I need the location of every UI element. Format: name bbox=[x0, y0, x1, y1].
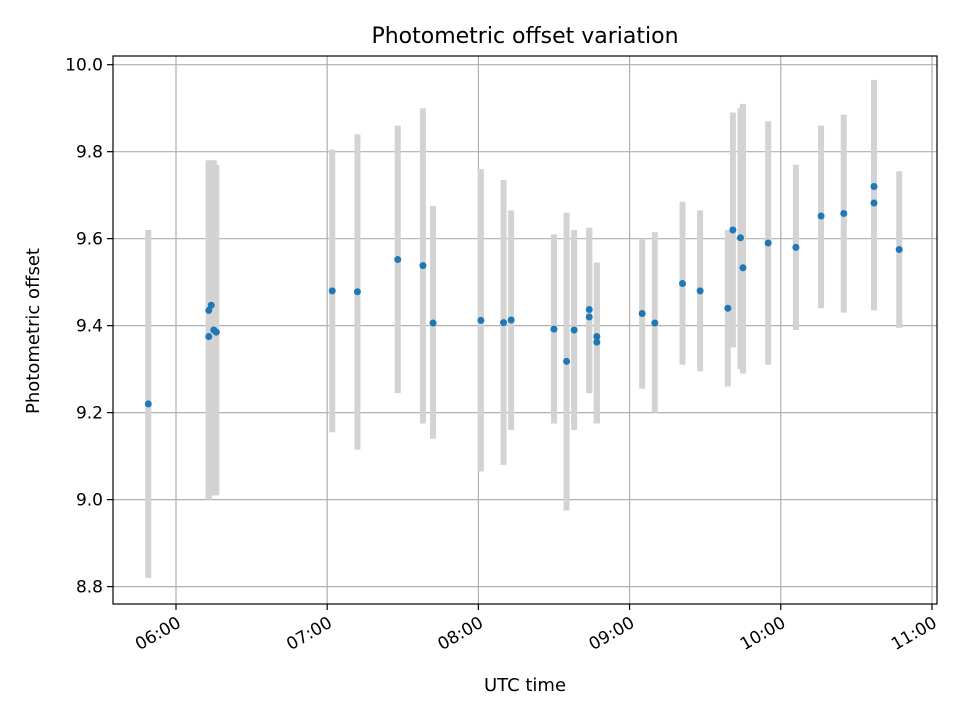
y-tick-label: 8.8 bbox=[76, 578, 103, 598]
data-point bbox=[739, 264, 747, 272]
y-tick-label: 9.2 bbox=[76, 404, 103, 424]
data-point bbox=[870, 182, 878, 190]
data-point bbox=[353, 288, 361, 296]
data-point bbox=[593, 338, 601, 346]
data-point bbox=[550, 325, 558, 333]
data-point bbox=[328, 287, 336, 295]
data-point bbox=[729, 226, 737, 234]
data-points bbox=[144, 182, 903, 408]
y-axis-label: Photometric offset bbox=[23, 248, 44, 414]
data-point bbox=[736, 234, 744, 242]
data-point bbox=[724, 304, 732, 312]
data-point bbox=[205, 333, 213, 341]
data-point bbox=[840, 209, 848, 217]
data-point bbox=[429, 319, 437, 327]
data-point bbox=[585, 306, 593, 314]
y-axis-ticks: 8.8 9.0 9.2 9.4 9.6 9.8 10.0 bbox=[65, 56, 113, 598]
data-point bbox=[207, 301, 215, 309]
y-tick-label: 9.4 bbox=[76, 317, 103, 337]
data-point bbox=[792, 243, 800, 251]
data-point bbox=[570, 326, 578, 334]
data-point bbox=[477, 316, 485, 324]
data-point bbox=[507, 316, 515, 324]
data-point bbox=[419, 262, 427, 270]
data-point bbox=[500, 319, 508, 327]
data-point bbox=[585, 313, 593, 321]
data-point bbox=[563, 357, 571, 365]
chart-title: Photometric offset variation bbox=[371, 24, 678, 49]
data-point bbox=[593, 333, 601, 341]
data-point bbox=[638, 309, 646, 317]
data-point bbox=[696, 287, 704, 295]
data-point bbox=[144, 400, 152, 408]
data-point bbox=[394, 256, 402, 264]
y-tick-label: 9.0 bbox=[76, 491, 103, 511]
plot-frame bbox=[112, 55, 938, 605]
data-point bbox=[817, 212, 825, 220]
y-tick-label: 9.6 bbox=[76, 230, 103, 250]
y-tick-label: 9.8 bbox=[76, 143, 103, 163]
data-point bbox=[678, 279, 686, 287]
data-point bbox=[205, 306, 213, 314]
data-point bbox=[870, 199, 878, 207]
data-point bbox=[212, 328, 220, 336]
data-point bbox=[764, 239, 772, 247]
x-axis-label: UTC time bbox=[484, 675, 566, 696]
y-tick-label: 10.0 bbox=[65, 56, 103, 76]
data-point bbox=[651, 319, 659, 327]
data-point bbox=[895, 246, 903, 254]
